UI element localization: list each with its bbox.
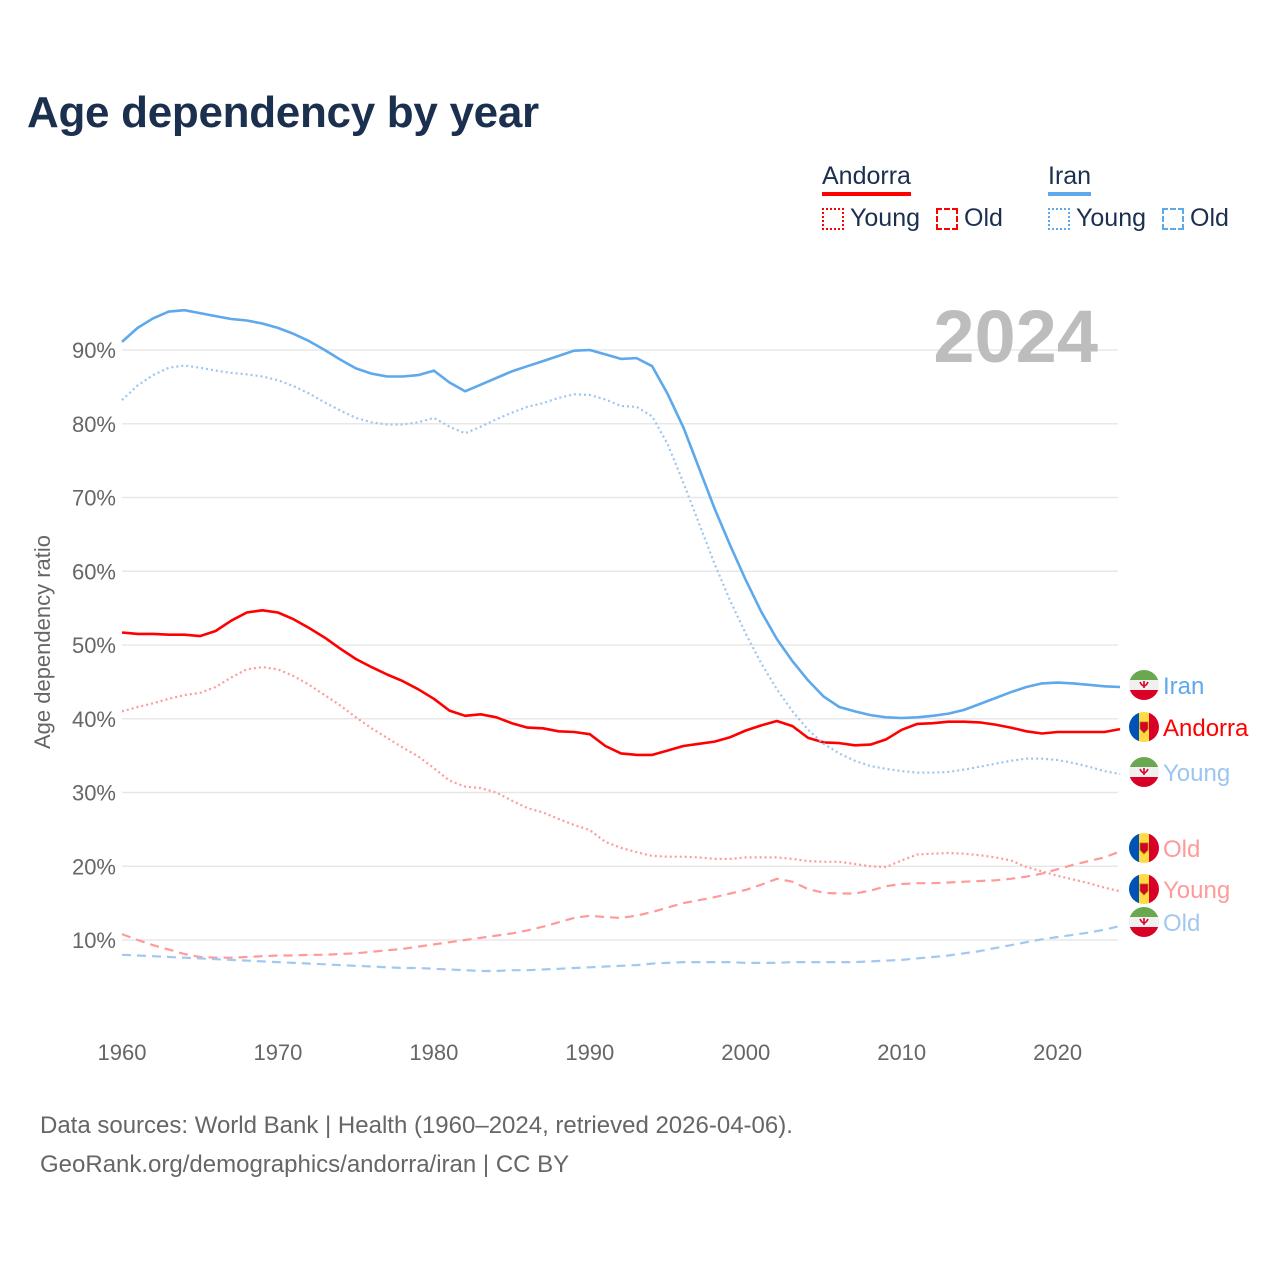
y-tick-label: 40%	[72, 707, 116, 732]
year-watermark: 2024	[933, 295, 1098, 378]
series-line-iran-old[interactable]	[121, 924, 1121, 973]
series-line-iran-young[interactable]	[121, 364, 1121, 776]
legend-country-andorra[interactable]: Andorra	[822, 162, 911, 196]
chart-title: Age dependency by year	[27, 88, 539, 137]
series-line-andorra-old[interactable]	[121, 850, 1121, 959]
y-tick-label: 90%	[72, 338, 116, 363]
dashed-swatch-icon	[1162, 207, 1184, 230]
legend-item-iran-young[interactable]: Young	[1048, 204, 1146, 233]
iran-flag-icon	[1129, 670, 1159, 700]
end-label: Young	[1163, 760, 1230, 787]
andorra-flag-icon	[1129, 874, 1159, 904]
y-tick-label: 70%	[72, 486, 116, 511]
iran-flag-icon	[1129, 757, 1159, 787]
footer: Data sources: World Bank | Health (1960–…	[40, 1106, 793, 1184]
y-axis-label: Age dependency ratio	[30, 535, 55, 749]
legend-item-andorra-old[interactable]: Old	[936, 204, 1003, 233]
legend-country-iran[interactable]: Iran	[1048, 162, 1092, 196]
attribution-link[interactable]: GeoRank.org/demographics/andorra/iran | …	[40, 1151, 570, 1178]
dotted-swatch-icon	[822, 207, 844, 230]
end-label: Old	[1163, 910, 1200, 937]
end-labels: Iran Andorra Young Old Young Old	[1129, 670, 1249, 937]
legend-label: Old	[1190, 204, 1229, 232]
dotted-swatch-icon	[1048, 207, 1070, 230]
gridlines	[122, 349, 1118, 941]
y-tick-label: 50%	[72, 633, 116, 658]
andorra-flag-icon	[1129, 833, 1159, 863]
series-line-iran[interactable]	[121, 308, 1121, 720]
legend-group-andorra: Andorra Young Old	[822, 162, 1019, 233]
end-label: Andorra	[1163, 715, 1249, 742]
andorra-flag-icon	[1129, 712, 1159, 742]
x-axis-ticks: 1960 1970 1980 1990 2000 2010 2020	[98, 1040, 1083, 1065]
x-tick-label: 1970	[253, 1040, 302, 1065]
series-lines	[121, 308, 1121, 973]
line-chart: 2024 10% 20% 30% 40% 50% 60% 70% 80% 90% 1960 197…	[30, 295, 1249, 1065]
legend-item-iran-old[interactable]: Old	[1162, 204, 1229, 233]
iran-flag-icon	[1129, 907, 1159, 937]
x-tick-label: 1990	[565, 1040, 614, 1065]
dashed-swatch-icon	[936, 207, 958, 230]
legend-group-iran: Iran Young Old	[1048, 162, 1245, 233]
legend-label: Young	[1076, 204, 1146, 232]
x-tick-label: 1980	[409, 1040, 458, 1065]
end-label: Young	[1163, 877, 1230, 904]
x-tick-label: 2010	[877, 1040, 926, 1065]
legend-label: Young	[850, 204, 920, 232]
end-label: Iran	[1163, 673, 1204, 700]
x-tick-label: 1960	[98, 1040, 147, 1065]
x-tick-label: 2020	[1033, 1040, 1082, 1065]
y-tick-label: 80%	[72, 412, 116, 437]
legend-item-andorra-young[interactable]: Young	[822, 204, 920, 233]
y-tick-label: 60%	[72, 559, 116, 584]
y-tick-label: 20%	[72, 854, 116, 879]
series-line-andorra[interactable]	[121, 609, 1121, 757]
y-tick-label: 30%	[72, 781, 116, 806]
y-axis-ticks: 10% 20% 30% 40% 50% 60% 70% 80% 90%	[72, 338, 116, 953]
end-label: Old	[1163, 836, 1200, 863]
legend-label: Old	[964, 204, 1003, 232]
x-tick-label: 2000	[721, 1040, 770, 1065]
y-tick-label: 10%	[72, 928, 116, 953]
data-source-text: Data sources: World Bank | Health (1960–…	[40, 1112, 793, 1139]
series-line-andorra-young[interactable]	[121, 666, 1121, 893]
